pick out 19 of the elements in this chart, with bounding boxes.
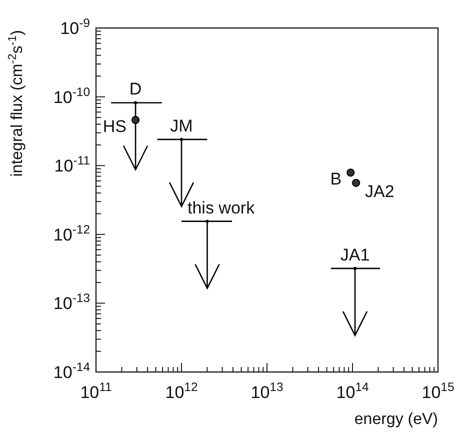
series-label: JA1: [340, 245, 370, 264]
y-tick-label: 10$^{-11}$: [54, 154, 90, 176]
series-label: JA2: [365, 182, 394, 201]
y-tick-label: 10$^{-10}$: [53, 84, 90, 107]
y-tick-label: 10$^{-12}$: [53, 222, 90, 244]
x-tick-label: 10$^{12}$: [165, 380, 198, 402]
series-label: JM: [170, 116, 193, 136]
x-tick-label: 10$^{11}$: [80, 380, 112, 402]
y-tick-label: 10$^{-13}$: [53, 291, 90, 314]
x-axis-title: energy (eV): [354, 411, 438, 428]
series-label: B: [330, 170, 342, 189]
x-tick-label: 10$^{14}$: [336, 380, 369, 402]
x-tick-label: 10$^{15}$: [422, 380, 454, 402]
x-tick-label: 10$^{13}$: [250, 380, 284, 402]
y-tick-label: 10$^{-9}$: [60, 16, 90, 38]
y-tick-label: 10$^{-14}$: [53, 360, 90, 382]
series-label: HS: [102, 117, 127, 136]
series-label: D: [129, 80, 142, 99]
series-label: this work: [188, 198, 256, 218]
